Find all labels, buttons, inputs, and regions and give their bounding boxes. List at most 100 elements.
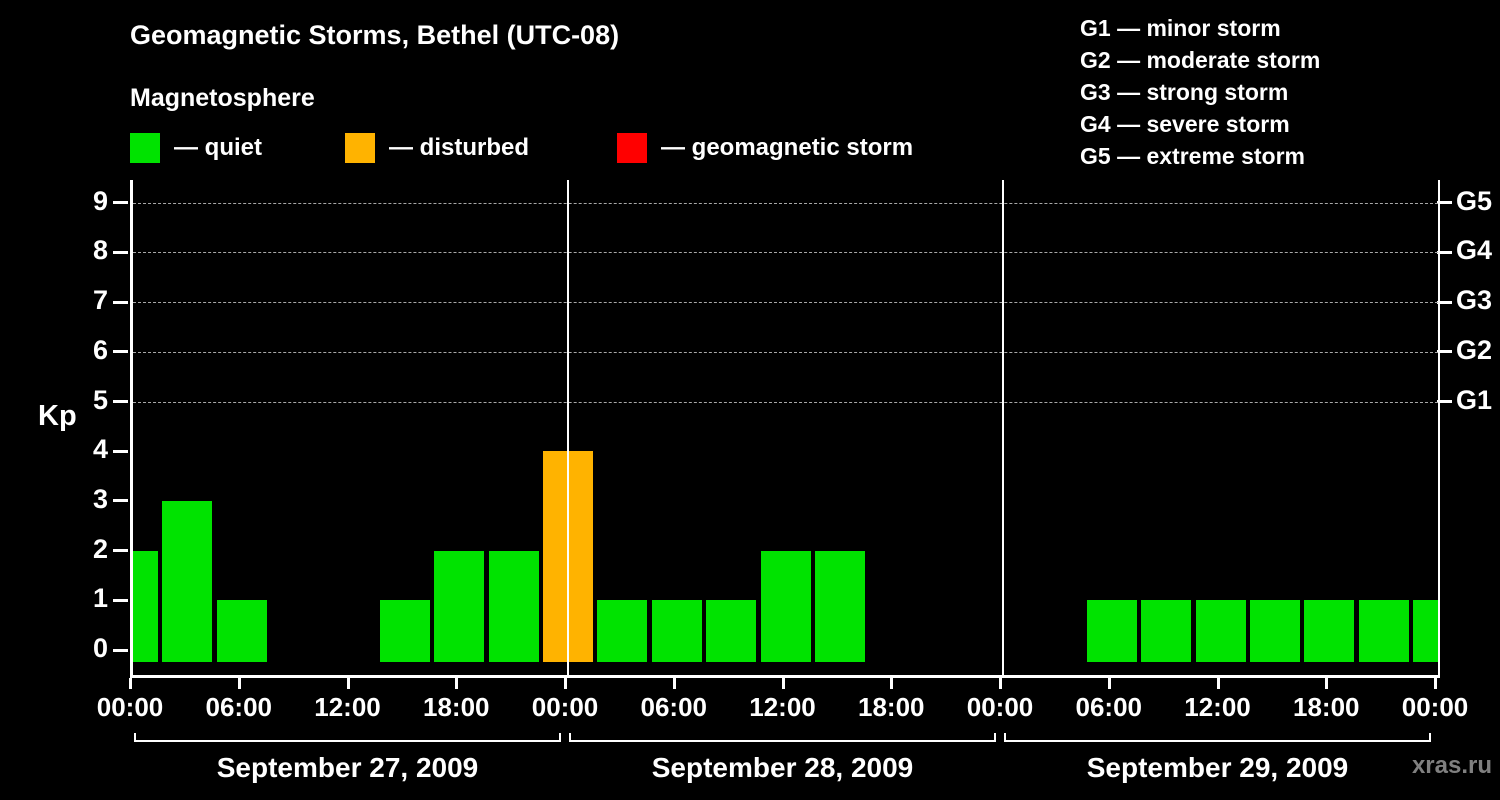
x-tick [1325, 678, 1329, 689]
g1-legend-line: G1 — minor storm [1080, 15, 1281, 41]
kp-bar [488, 550, 539, 662]
x-tick-label: 06:00 [640, 692, 708, 722]
kp-bar [651, 600, 702, 662]
plot-area [130, 180, 1440, 678]
x-tick-label: 06:00 [1075, 692, 1143, 722]
y-tick-label: 8 [92, 235, 108, 266]
g-scale-tick-label: G2 [1456, 334, 1493, 365]
storm-swatch [617, 133, 647, 163]
y-tick-label: 9 [92, 185, 108, 216]
x-tick-label: 12:00 [314, 692, 381, 722]
x-tick [237, 678, 241, 689]
legend-label-storm: — geomagnetic storm [661, 134, 914, 161]
g-tick [1437, 300, 1452, 304]
gridline [133, 401, 1438, 403]
gridline [133, 202, 1438, 204]
kp-bar [216, 600, 267, 662]
legend-item-quiet: — quiet [130, 132, 262, 164]
y-tick [113, 350, 128, 354]
y-tick-label: 5 [92, 384, 108, 415]
x-tick-label: 18:00 [423, 692, 490, 722]
x-tick-label: 12:00 [749, 692, 816, 722]
x-tick-label: 18:00 [858, 692, 925, 722]
kp-bar [434, 550, 485, 662]
kp-bar [814, 550, 865, 662]
g-tick [1437, 350, 1452, 354]
x-tick [999, 678, 1002, 689]
kp-bar [760, 550, 811, 662]
date-label: September 29, 2009 [1086, 752, 1349, 783]
kp-bar [1413, 600, 1438, 662]
kp-bar [1304, 600, 1355, 662]
y-tick-label: 2 [92, 533, 108, 564]
y-tick [113, 300, 128, 304]
watermark: xras.ru [1411, 752, 1492, 779]
page-title: Geomagnetic Storms, Bethel (UTC-08) [130, 20, 620, 50]
legend-label-disturbed: — disturbed [389, 134, 530, 161]
y-tick [113, 598, 128, 602]
g-scale-legend: G1 — minor storm G2 — moderate storm G3 … [1080, 12, 1320, 172]
x-tick [1434, 678, 1437, 689]
g2-legend-line: G2 — moderate storm [1080, 47, 1321, 73]
y-tick-label: 0 [92, 633, 108, 663]
x-tick-label: 18:00 [1293, 692, 1360, 722]
g-tick [1437, 201, 1452, 205]
x-tick [346, 678, 350, 689]
x-tick [1107, 678, 1111, 689]
y-tick [113, 549, 128, 553]
g-scale-tick-label: G3 [1456, 285, 1493, 316]
g5-legend-line: G5 — extreme storm [1080, 143, 1305, 169]
y-tick [113, 449, 128, 453]
y-tick [113, 499, 128, 503]
x-tick [564, 678, 567, 689]
kp-bar [1249, 600, 1300, 662]
kp-axis-label: Kp [38, 400, 77, 432]
quiet-swatch [130, 133, 160, 163]
x-tick [129, 678, 132, 689]
y-tick-label: 1 [92, 583, 108, 614]
g-scale-tick-label: G5 [1456, 185, 1493, 216]
g4-legend-line: G4 — severe storm [1080, 111, 1290, 137]
kp-bar [379, 600, 430, 662]
g-tick [1437, 250, 1452, 254]
x-tick [1216, 678, 1220, 689]
kp-bar [1086, 600, 1137, 662]
x-tick-label: 00:00 [96, 692, 164, 722]
y-tick [113, 400, 128, 403]
day-bracket [134, 733, 561, 742]
gridline [133, 351, 1438, 353]
x-tick-label: 00:00 [1401, 692, 1469, 722]
x-tick [781, 678, 785, 689]
x-tick-label: 12:00 [1184, 692, 1251, 722]
y-tick-label: 3 [92, 483, 108, 514]
g3-legend-line: G3 — strong storm [1080, 79, 1289, 105]
y-tick [113, 201, 128, 205]
g-scale-tick-label: G1 [1456, 384, 1493, 415]
subtitle: Magnetosphere [130, 84, 315, 112]
x-tick [672, 678, 676, 689]
kp-bar [162, 500, 213, 662]
g-tick [1437, 400, 1452, 403]
kp-bar [1358, 600, 1409, 662]
y-tick [113, 648, 128, 652]
kp-bar [133, 550, 158, 662]
y-tick [113, 250, 128, 254]
y-tick-label: 7 [92, 285, 108, 316]
disturbed-swatch [345, 133, 375, 163]
day-divider [567, 180, 569, 675]
gridline [133, 302, 1438, 304]
day-bracket [1004, 733, 1431, 742]
day-divider [1002, 180, 1004, 675]
x-tick-label: 00:00 [966, 692, 1034, 722]
kp-bar [1141, 600, 1192, 662]
gridline [133, 252, 1438, 254]
y-tick-label: 4 [92, 434, 108, 465]
kp-bar [597, 600, 648, 662]
day-bracket [569, 733, 996, 742]
legend-label-quiet: — quiet [174, 134, 262, 161]
date-label: September 27, 2009 [216, 752, 479, 783]
x-tick [455, 678, 459, 689]
g-scale-tick-label: G4 [1456, 235, 1493, 266]
kp-bar [1195, 600, 1246, 662]
